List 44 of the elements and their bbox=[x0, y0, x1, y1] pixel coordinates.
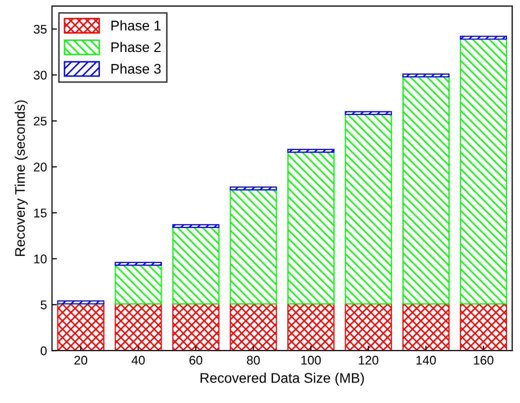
bar bbox=[287, 148, 334, 153]
bar bbox=[230, 186, 277, 190]
y-tick-label: 25 bbox=[34, 116, 47, 126]
legend-label: Phase 3 bbox=[111, 64, 161, 74]
x-tick-label: 140 bbox=[416, 356, 436, 365]
bar bbox=[172, 303, 220, 351]
bar bbox=[344, 111, 392, 116]
bar bbox=[172, 226, 220, 304]
y-tick-label: 10 bbox=[34, 254, 47, 264]
bar bbox=[460, 38, 508, 304]
y-tick-label: 20 bbox=[34, 162, 47, 172]
bar bbox=[402, 73, 450, 78]
x-tick-label: 160 bbox=[474, 356, 494, 365]
y-axis-title: Recovery Time (seconds) bbox=[14, 100, 28, 256]
y-tick-label: 15 bbox=[34, 208, 47, 218]
bar bbox=[172, 224, 220, 228]
x-tick-label: 60 bbox=[189, 356, 202, 365]
x-tick-label: 120 bbox=[358, 356, 378, 365]
bar bbox=[287, 303, 334, 351]
bar bbox=[230, 303, 277, 351]
bar bbox=[460, 36, 508, 40]
bar bbox=[114, 264, 162, 304]
bar bbox=[402, 76, 450, 304]
x-tick-label: 40 bbox=[132, 356, 145, 365]
x-tick-label: 100 bbox=[301, 356, 321, 365]
bar bbox=[114, 262, 162, 266]
bar bbox=[344, 114, 392, 304]
y-tick-label: 35 bbox=[34, 24, 47, 34]
y-tick-label: 30 bbox=[34, 70, 47, 80]
bar bbox=[402, 303, 450, 351]
y-tick-label: 0 bbox=[40, 346, 47, 356]
bar bbox=[344, 303, 392, 351]
bar bbox=[57, 303, 104, 351]
y-tick-label: 5 bbox=[40, 300, 47, 310]
legend-label: Phase 1 bbox=[111, 20, 161, 30]
bar bbox=[460, 303, 508, 351]
x-tick-label: 80 bbox=[246, 356, 260, 365]
x-axis-title: Recovered Data Size (MB) bbox=[200, 372, 364, 386]
bar bbox=[114, 303, 162, 351]
bar bbox=[230, 189, 277, 304]
x-tick-label: 20 bbox=[74, 356, 88, 365]
legend-label: Phase 2 bbox=[111, 42, 161, 52]
bar bbox=[287, 152, 334, 304]
bar bbox=[57, 300, 104, 304]
